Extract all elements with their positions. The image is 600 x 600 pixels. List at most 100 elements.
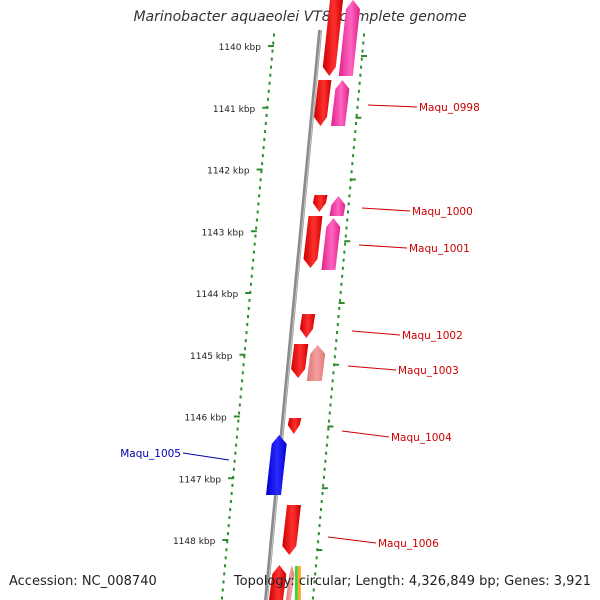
ruler-dots-left — [223, 564, 226, 568]
gene-arrow — [269, 565, 287, 600]
genome-summary-text: Topology: circular; Length: 4,326,849 bp… — [233, 574, 591, 589]
ruler-dots-left — [256, 210, 259, 214]
scale-tick-label: 1145 kbp — [190, 352, 233, 362]
ruler-dots-left — [253, 242, 256, 246]
ruler-dots-right — [336, 323, 339, 327]
ruler-dots-left — [250, 274, 253, 278]
ruler-dots-left — [227, 524, 230, 528]
ruler-dots-right — [358, 81, 361, 85]
ruler-dots-left — [255, 218, 258, 222]
ruler-dots-left — [249, 282, 252, 286]
ruler-dots-left — [261, 154, 264, 158]
ruler-dots-left — [271, 49, 274, 53]
ruler-dots-right — [318, 524, 321, 528]
ruler-dots-left — [222, 580, 225, 584]
ruler-dots-right — [360, 65, 363, 69]
ruler-dots-right — [341, 266, 344, 270]
gene-arrow — [314, 80, 332, 126]
ruler-dots-right — [362, 41, 365, 45]
gene-label-leader — [341, 430, 390, 438]
ruler-dots-right — [354, 130, 357, 134]
ruler-dots-right — [331, 379, 334, 383]
gene-arrow — [322, 0, 343, 76]
ruler-dots-left — [247, 315, 249, 318]
ruler-dots-right — [343, 250, 346, 254]
ruler-dots-left — [258, 194, 261, 198]
ruler-dots-right — [346, 210, 349, 214]
ruler-dots-left — [226, 540, 229, 544]
ruler-dots-left — [238, 411, 241, 415]
gene-label: Maqu_1002 — [402, 330, 463, 342]
gene-label-leader — [327, 536, 377, 544]
ruler-dots-right — [346, 218, 349, 222]
ruler-dots-left — [264, 130, 267, 134]
gene-arrow — [287, 418, 302, 434]
ruler-dots-right — [317, 540, 320, 544]
ruler-dots-left — [267, 97, 270, 101]
ruler-dots-right — [360, 57, 363, 61]
gene-label: Maqu_1000 — [412, 206, 473, 218]
ruler-dots-left — [230, 491, 233, 495]
ruler-dots-left — [228, 516, 231, 520]
ruler-dots-left — [241, 379, 244, 383]
ruler-dots-left — [254, 234, 257, 238]
ruler-dots-right — [338, 306, 341, 310]
ruler-dots-right — [345, 226, 348, 230]
ruler-dots-right — [339, 290, 342, 294]
ruler-dots-right — [325, 451, 328, 455]
ruler-dots-left — [270, 65, 273, 69]
ruler-dots-right — [314, 572, 317, 576]
ruler-dots-right — [327, 427, 330, 431]
ruler-dots-left — [237, 419, 240, 423]
ruler-dots-left — [262, 146, 265, 150]
ruler-dots-left — [231, 483, 234, 487]
ruler-dots-left — [229, 508, 232, 512]
gene-label: Maqu_1003 — [398, 365, 459, 377]
ruler-dots-left — [242, 363, 245, 367]
ruler-dots-right — [314, 564, 317, 568]
ruler-dots-left — [259, 178, 262, 182]
genome-backbone — [264, 29, 323, 600]
ruler-dots-left — [265, 113, 268, 117]
ruler-dots-left — [236, 427, 239, 431]
ruler-dots-right — [313, 580, 316, 584]
ruler-dots-left — [243, 355, 246, 359]
ruler-dots-right — [320, 499, 323, 503]
scale-tick-label: 1144 kbp — [196, 290, 239, 300]
ruler-dots-right — [326, 435, 329, 439]
ruler-dots-right — [328, 411, 331, 415]
ruler-dots-right — [330, 395, 333, 399]
accession-text: Accession: NC_008740 — [9, 574, 157, 589]
ruler-dots-left — [239, 395, 242, 399]
ruler-dots-right — [352, 146, 355, 150]
ruler-dots-left — [252, 250, 255, 254]
ruler-dots-right — [325, 443, 328, 447]
ruler-dots-left — [224, 556, 227, 560]
gene-arrow — [321, 218, 341, 270]
gene-label: Maqu_1001 — [409, 243, 470, 255]
ruler-dots-left — [263, 138, 266, 142]
gene-arrow — [286, 565, 295, 600]
ruler-dots-left — [251, 266, 254, 270]
ruler-dots-left — [246, 323, 249, 327]
ruler-dots-right — [341, 274, 344, 278]
gene-label-leader — [358, 244, 408, 249]
ruler-dots-left — [269, 73, 272, 77]
ruler-dots-left — [255, 226, 258, 230]
ruler-dots-left — [234, 451, 237, 455]
ruler-dots-right — [351, 162, 354, 166]
gene-arrow — [338, 0, 360, 76]
ruler-dots-right — [337, 315, 340, 318]
gene-arrow — [331, 80, 350, 126]
ruler-dots-right — [349, 186, 352, 190]
ruler-dots-right — [328, 419, 331, 423]
ruler-dots-left — [258, 186, 261, 190]
ruler-dots-right — [350, 170, 353, 174]
gene-label-leader — [347, 365, 397, 371]
gene-label-leader — [351, 330, 401, 336]
ruler-dots-left — [221, 596, 223, 600]
ruler-dots-left — [233, 459, 236, 463]
ruler-dots-left — [235, 443, 238, 447]
ruler-dots-right — [336, 331, 339, 335]
